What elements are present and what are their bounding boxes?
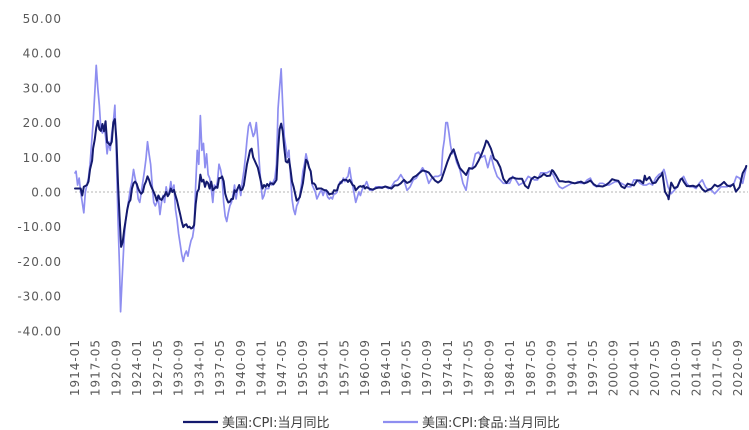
legend-label-cpi-food: 美国:CPI:食品:当月同比 [422,415,560,430]
series-layer [74,64,748,313]
y-tick-label: -40.00 [17,324,62,338]
y-tick-label: -30.00 [17,290,62,304]
legend-label-cpi: 美国:CPI:当月同比 [222,416,330,430]
x-axis-tick-labels: 1914-01 1917-05 1920-09 1924-01 1927-05 1930-… [68,339,745,396]
x-tick-label: 1970-09 [420,339,434,396]
x-tick-label: 1924-01 [130,339,144,396]
x-tick-label: 2007-05 [648,339,662,396]
x-tick-label: 1954-01 [317,339,331,396]
series-line-cpi [74,118,748,248]
y-tick-label: 50.00 [23,12,62,26]
x-tick-label: 2020-09 [731,339,745,396]
y-tick-label: 30.00 [23,81,62,95]
y-tick-label: -20.00 [17,255,62,269]
y-tick-label: 20.00 [23,116,62,130]
x-tick-label: 1987-05 [524,339,538,396]
x-tick-label: 2010-09 [669,339,683,396]
x-tick-label: 1984-01 [503,339,517,396]
x-tick-label: 1940-09 [234,339,248,396]
x-tick-label: 1974-01 [441,339,455,396]
x-tick-label: 1917-05 [89,339,103,396]
x-tick-label: 1960-09 [358,339,372,396]
x-tick-label: 1920-09 [109,339,123,396]
x-tick-label: 1927-05 [151,339,165,396]
x-tick-label: 1950-09 [296,339,310,396]
x-tick-label: 1994-01 [565,339,579,396]
y-axis-tick-labels: 50.00 40.00 30.00 20.00 10.00 0.00 -10.00 -20.0… [17,12,62,338]
y-tick-label: 0.00 [31,186,62,200]
x-tick-label: 1990-09 [545,339,559,396]
x-tick-label: 1937-05 [213,339,227,396]
x-tick-label: 2017-05 [710,339,724,396]
y-tick-label: 10.00 [23,151,62,165]
x-tick-label: 1934-01 [192,339,206,396]
y-tick-label: 40.00 [23,47,62,61]
x-tick-label: 1977-05 [462,339,476,396]
x-tick-label: 1964-01 [379,339,393,396]
x-tick-label: 1967-05 [400,339,414,396]
x-tick-label: 1947-05 [275,339,289,396]
legend: 美国:CPI:当月同比 美国:CPI:食品:当月同比 [183,415,560,430]
x-tick-label: 1997-05 [586,339,600,396]
x-tick-label: 1914-01 [68,339,82,396]
y-tick-label: -10.00 [17,220,62,234]
x-tick-label: 1944-01 [254,339,268,396]
x-tick-label: 1930-09 [172,339,186,396]
x-tick-label: 2000-09 [607,339,621,396]
x-tick-label: 1980-09 [482,339,496,396]
series-line-cpi-food [74,64,748,313]
x-tick-label: 2004-01 [627,339,641,396]
x-tick-label: 2014-01 [690,339,704,396]
x-tick-label: 1957-05 [337,339,351,396]
